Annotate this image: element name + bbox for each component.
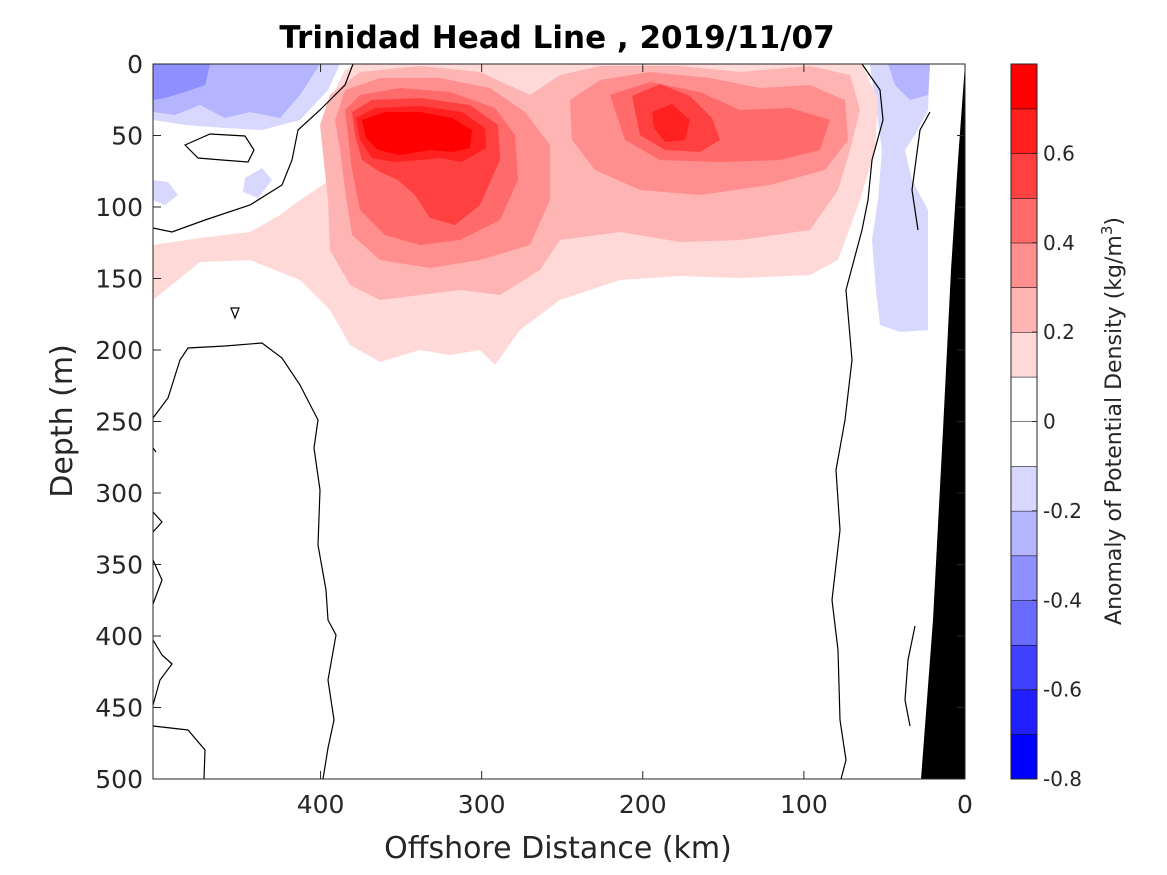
colorbar-band [1011, 689, 1037, 735]
y-tick-label: 100 [95, 193, 143, 222]
y-tick-label: 200 [95, 336, 143, 365]
y-tick-label: 300 [95, 479, 143, 508]
zero-contours [153, 64, 931, 779]
colorbar-tick-label: 0.2 [1043, 320, 1075, 344]
zero-contour-nearshore [831, 64, 884, 779]
zero-contour-edge-2 [153, 511, 163, 533]
y-tick-label: 450 [95, 694, 143, 723]
colorbar-label: Anomaly of Potential Density (kg/m3) [1098, 217, 1127, 625]
y-axis: 0 50 100 150 200 250 300 350 400 450 500 [95, 50, 965, 794]
colorbar-tick-label: 0 [1043, 410, 1056, 434]
colorbar-band [1011, 555, 1037, 601]
colorbar-band [1011, 198, 1037, 243]
y-tick-label: 0 [127, 50, 143, 79]
colorbar-tick-label: 0.6 [1043, 141, 1075, 165]
y-tick-label: 150 [95, 265, 143, 294]
colorbar-band [1011, 466, 1037, 511]
colorbar-ticks: 0.6 0.4 0.2 0 -0.2 -0.4 -0.6 -0.8 [1032, 141, 1082, 791]
y-tick-label: 350 [95, 551, 143, 580]
x-tick-label: 100 [780, 790, 828, 819]
colorbar-band [1011, 376, 1037, 422]
x-tick-label: 400 [297, 790, 345, 819]
colorbar-tick-label: -0.8 [1043, 767, 1082, 791]
colorbar-bands [1011, 63, 1037, 779]
colorbar-band [1011, 734, 1037, 779]
contour-fill-layer [153, 64, 965, 779]
colorbar-band [1011, 510, 1037, 556]
y-tick-label: 500 [95, 765, 143, 794]
zero-contour-edge-4 [153, 639, 173, 706]
x-tick-label: 200 [619, 790, 667, 819]
colorbar-band [1011, 108, 1037, 154]
light-anomaly-patch [153, 180, 178, 205]
y-tick-label: 50 [111, 122, 143, 151]
zero-contour-coastal-2 [904, 625, 916, 727]
dense-anomaly-0.6-nearshore [652, 104, 690, 142]
colorbar-band [1011, 600, 1037, 645]
colorbar: 0.6 0.4 0.2 0 -0.2 -0.4 -0.6 -0.8 Anomaly of Po… [1010, 63, 1127, 791]
y-tick-label: 250 [95, 408, 143, 437]
colorbar-band [1011, 332, 1037, 377]
bathymetry-wedge [921, 64, 965, 779]
colorbar-tick-label: -0.4 [1043, 588, 1082, 612]
colorbar-band [1011, 421, 1037, 467]
dense-anomaly-0.7 [362, 112, 472, 155]
zero-contour-coastal [911, 111, 931, 231]
zero-contour-loop [183, 133, 255, 163]
zero-contour-triangle [230, 307, 240, 320]
chart-title: Trinidad Head Line , 2019/11/07 [279, 20, 834, 56]
zero-contour-offshore [153, 64, 354, 233]
light-anomaly-coastal [870, 64, 930, 332]
zero-contour-deep-left [153, 342, 337, 779]
colorbar-band [1011, 242, 1037, 288]
y-axis-label: Depth (m) [45, 344, 80, 498]
x-tick-label: 0 [957, 790, 973, 819]
light-anomaly-patch-2 [243, 168, 272, 198]
x-axis-label: Offshore Distance (km) [384, 831, 732, 866]
y-tick-label: 400 [95, 622, 143, 651]
colorbar-band [1011, 64, 1037, 109]
zero-contour-deep-left-2 [153, 725, 206, 779]
plot-area [152, 63, 966, 780]
zero-contour-edge-3 [153, 559, 163, 605]
colorbar-band [1011, 644, 1037, 690]
x-tick-label: 300 [458, 790, 506, 819]
light-anomaly-coastal-core [888, 64, 930, 100]
light-anomaly-offshore-deep [153, 64, 210, 100]
colorbar-band [1011, 153, 1037, 199]
colorbar-band [1011, 287, 1037, 333]
colorbar-tick-label: -0.2 [1043, 499, 1082, 523]
colorbar-tick-label: -0.6 [1043, 678, 1082, 702]
colorbar-tick-label: 0.4 [1043, 231, 1075, 255]
x-axis: 400 300 200 100 0 [297, 64, 973, 819]
